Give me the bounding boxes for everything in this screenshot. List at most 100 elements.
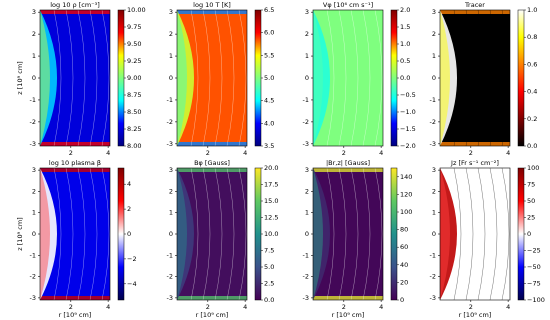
- y-tick-label: -3: [303, 140, 309, 148]
- colorbar-tick-label: 20.0: [264, 164, 278, 172]
- field-contour: [238, 168, 247, 300]
- y-tick-label: 2: [305, 30, 309, 38]
- y-tick-label: 1: [305, 52, 309, 60]
- colorbar-tick-label: 20: [400, 278, 408, 286]
- field-contour: [101, 10, 110, 146]
- y-tick-label: 1: [32, 209, 36, 217]
- y-tick-label: 3: [305, 166, 309, 174]
- colorbar-tick-label: 0: [400, 296, 404, 304]
- colorbar-tick-label: 0.5: [400, 57, 410, 65]
- colorbar-tick-label: 12.5: [264, 214, 278, 222]
- field-contour: [214, 10, 223, 146]
- field-band: [40, 142, 110, 146]
- y-tick-label: 1: [432, 209, 436, 217]
- y-tick-label: 0: [305, 230, 309, 238]
- panel-title: Vφ [10⁶ cm s⁻¹]: [323, 1, 373, 9]
- field-contour: [214, 168, 223, 300]
- field-contour: [350, 10, 359, 146]
- field-contour: [101, 168, 110, 300]
- panel: log 10 ρ [cm⁻³] 2 4 -3 -2 -1 0 1 2 3 z [10⁹ cm] 8.0…: [16, 1, 146, 157]
- y-tick-label: 2: [169, 187, 173, 195]
- y-tick-label: 3: [169, 8, 173, 16]
- y-tick-label: 0: [432, 74, 436, 82]
- field-image: [40, 10, 110, 146]
- x-axis-label: r [10⁹ cm]: [332, 311, 365, 319]
- colorbar-tick-label: 0.4: [527, 88, 537, 96]
- y-tick-label: -2: [30, 273, 36, 281]
- panel: |Br,z| [Gauss] 2 4 -3 -2 -1 0 1 2 3 r [10⁹ cm] 0 20 4…: [303, 159, 413, 319]
- y-tick-label: -1: [167, 251, 173, 259]
- colorbar: [117, 167, 125, 301]
- field-contour: [489, 10, 498, 146]
- panel-title: log 10 ρ [cm⁻³]: [50, 1, 100, 9]
- field-image: [313, 168, 383, 300]
- colorbar-tick-label: 9.75: [127, 23, 141, 31]
- y-tick-label: -3: [167, 140, 173, 148]
- colorbar-tick-label: 9.00: [127, 74, 141, 82]
- y-tick-label: -3: [303, 294, 309, 302]
- colorbar-tick-label: 17.5: [264, 181, 278, 189]
- colorbar: [390, 9, 398, 147]
- field-band: [313, 142, 383, 146]
- field-contour: [465, 10, 474, 146]
- field-contour: [89, 168, 98, 300]
- colorbar-tick-label: 50: [527, 197, 535, 205]
- field-contour: [338, 168, 347, 300]
- field-contour: [89, 10, 98, 146]
- x-tick-label: 2: [469, 149, 473, 157]
- x-tick-label: 2: [206, 303, 210, 311]
- panel-title: Jz [Fr s⁻¹ cm⁻²]: [450, 159, 499, 167]
- field-band: [440, 142, 510, 146]
- field-band: [177, 142, 247, 146]
- colorbar-tick-label: −4: [127, 280, 137, 288]
- colorbar-tick-label: 60: [400, 243, 408, 251]
- field-contour: [362, 168, 371, 300]
- y-axis-label: z [10⁹ cm]: [16, 61, 24, 94]
- panel: Vφ [10⁶ cm s⁻¹] 2 4 -3 -2 -1 0 1 2 3 −2.0 −1.5 −1.0 −…: [303, 1, 416, 157]
- colorbar-tick-label: 0.6: [527, 60, 537, 68]
- colorbar-tick-label: 1.5: [400, 23, 410, 31]
- colorbar-tick-label: 6.0: [264, 29, 274, 37]
- colorbar-tick-label: 2.5: [264, 280, 274, 288]
- colorbar: [517, 167, 525, 301]
- y-tick-label: -3: [430, 140, 436, 148]
- field-band: [313, 10, 383, 14]
- field-bulge: [40, 168, 50, 300]
- colorbar-tick-label: 2: [127, 205, 131, 213]
- field-bulge: [440, 168, 450, 300]
- y-tick-label: 0: [432, 230, 436, 238]
- field-contour: [465, 168, 474, 300]
- colorbar-tick-label: −1.0: [400, 108, 416, 116]
- panel-title: Bφ [Gauss]: [194, 159, 230, 167]
- x-tick-label: 2: [206, 149, 210, 157]
- field-contour: [477, 168, 486, 300]
- y-tick-label: -2: [303, 273, 309, 281]
- field-contour: [202, 10, 211, 146]
- field-contour: [65, 168, 74, 300]
- field-contour: [238, 10, 247, 146]
- field-image: [440, 10, 510, 146]
- colorbar-tick-label: 0: [527, 230, 531, 238]
- colorbar-tick-label: −1.5: [400, 125, 416, 133]
- y-tick-label: 2: [32, 30, 36, 38]
- field-band: [440, 10, 510, 14]
- x-tick-label: 4: [106, 303, 110, 311]
- y-tick-label: 3: [432, 8, 436, 16]
- colorbar-tick-label: 4.5: [264, 97, 274, 105]
- y-tick-label: 1: [169, 52, 173, 60]
- panel: log 10 plasma β 2 4 -3 -2 -1 0 1 2 3 r [10⁹ cm] z […: [16, 159, 137, 319]
- colorbar-tick-label: −2: [127, 255, 137, 263]
- y-tick-label: -3: [430, 294, 436, 302]
- field-band: [40, 10, 110, 14]
- colorbar-tick-label: 15.0: [264, 197, 278, 205]
- x-tick-label: 2: [342, 149, 346, 157]
- field-contour: [190, 10, 199, 146]
- field-band: [177, 296, 247, 300]
- colorbar-tick-label: 9.25: [127, 57, 141, 65]
- colorbar-tick-label: 0.0: [527, 142, 537, 150]
- y-tick-label: 3: [169, 166, 173, 174]
- field-bulge: [40, 10, 50, 146]
- colorbar-tick-label: 100: [527, 164, 539, 172]
- y-tick-label: -1: [303, 251, 309, 259]
- y-tick-label: 2: [32, 187, 36, 195]
